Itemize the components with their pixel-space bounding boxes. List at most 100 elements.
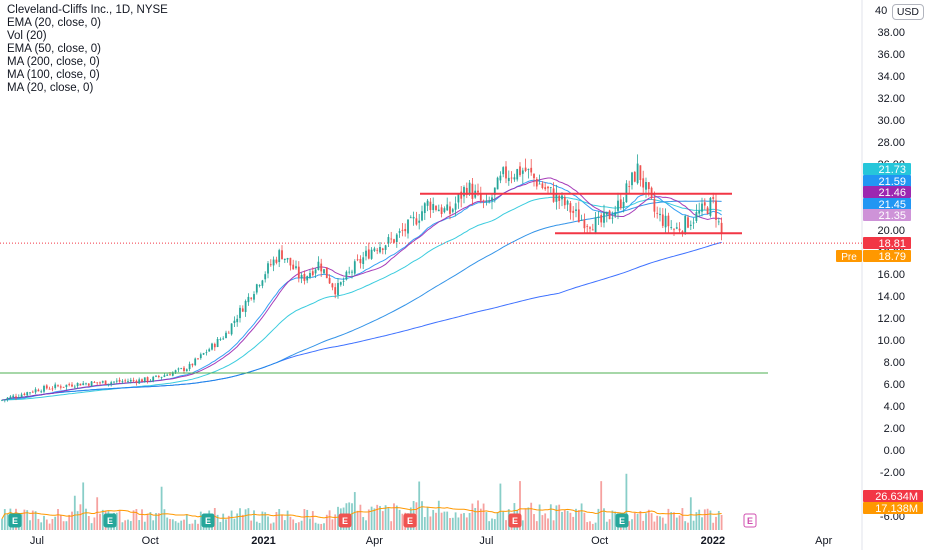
- volume-bar: [530, 502, 533, 530]
- candle-body: [379, 246, 381, 253]
- candle-body: [409, 217, 412, 219]
- candle-body: [656, 212, 659, 214]
- volume-bar: [471, 503, 474, 530]
- candle-body: [502, 167, 505, 175]
- candle-body: [239, 307, 241, 319]
- volume-bar: [591, 523, 594, 530]
- candle-body: [617, 200, 619, 211]
- candle-body: [208, 349, 211, 352]
- volume-bar: [362, 517, 365, 530]
- volume-bar: [317, 523, 320, 530]
- candle-body: [418, 220, 421, 223]
- candle-body: [429, 201, 432, 211]
- volume-bar: [127, 519, 129, 530]
- indicator-ma100[interactable]: MA (100, close, 0): [7, 69, 100, 81]
- candle-body: [244, 301, 247, 313]
- candle-body: [681, 231, 684, 233]
- candle-body: [673, 229, 675, 231]
- candle-body: [577, 209, 580, 223]
- candle-body: [110, 382, 113, 385]
- candle-body: [216, 339, 219, 347]
- candle-body: [255, 284, 258, 293]
- candle-body: [549, 187, 552, 188]
- volume-bar: [258, 522, 261, 530]
- indicator-ema20[interactable]: EMA (20, close, 0): [7, 17, 101, 29]
- candle-body: [278, 250, 281, 263]
- earnings-marker: E: [338, 513, 352, 528]
- candle-body: [647, 182, 650, 190]
- volume-bar: [311, 511, 314, 530]
- volume-bar: [121, 522, 124, 530]
- volume-bar: [219, 521, 222, 530]
- candle-body: [23, 393, 26, 396]
- volume-bar: [493, 519, 496, 530]
- volume-bar: [421, 501, 423, 530]
- volume-bar: [639, 510, 642, 530]
- earnings-marker-text: E: [107, 516, 113, 526]
- volume-bar: [547, 518, 549, 530]
- candle-body: [57, 385, 59, 387]
- candle-body: [715, 200, 717, 220]
- volume-bar: [379, 506, 381, 530]
- candle-body: [645, 182, 647, 190]
- volume-bar: [720, 514, 723, 530]
- candle-body: [169, 374, 171, 376]
- volume-label-text: 17.138M: [875, 503, 918, 515]
- volume-bar: [216, 514, 219, 530]
- candle-body: [17, 396, 20, 398]
- volume-bar: [656, 515, 659, 530]
- volume-bar: [227, 515, 230, 530]
- x-tick-label: Oct: [142, 535, 159, 547]
- indicator-vol[interactable]: Vol (20): [7, 30, 47, 42]
- indicator-ema50[interactable]: EMA (50, close, 0): [7, 43, 101, 55]
- candle-body: [661, 214, 664, 226]
- candle-body: [709, 197, 712, 216]
- candle-body: [132, 380, 135, 381]
- volume-bar: [99, 513, 101, 530]
- candle-body: [157, 376, 160, 377]
- volume-bar: [26, 510, 29, 530]
- candle-body: [43, 385, 45, 392]
- candle-body: [706, 207, 709, 214]
- candle-body: [684, 215, 687, 234]
- earnings-marker-text: E: [619, 516, 625, 526]
- x-tick-label: 2021: [251, 535, 275, 547]
- price-label-box: [863, 175, 911, 187]
- indicator-ma20[interactable]: MA (20, close, 0): [7, 82, 94, 94]
- candle-body: [451, 209, 454, 212]
- volume-bar: [169, 519, 171, 530]
- indicator-ma200[interactable]: MA (200, close, 0): [7, 56, 100, 68]
- volume-bar: [141, 509, 143, 530]
- candle-body: [653, 198, 656, 212]
- volume-bar: [57, 509, 59, 530]
- volume-bar: [286, 510, 289, 530]
- y-tick-label: 34.00: [877, 71, 905, 83]
- candle-body: [365, 250, 367, 257]
- volume-bar: [678, 515, 681, 530]
- candle-body: [423, 203, 426, 213]
- candle-body: [253, 294, 255, 300]
- volume-bar: [152, 520, 155, 530]
- candle-body: [295, 266, 297, 269]
- candle-body: [600, 214, 603, 223]
- candle-body: [390, 238, 393, 240]
- candle-body: [566, 200, 569, 205]
- candle-body: [34, 389, 37, 393]
- volume-bar: [521, 520, 524, 530]
- candle-body: [101, 381, 104, 383]
- candle-body: [6, 397, 9, 400]
- candle-body: [82, 383, 85, 385]
- candle-body: [306, 276, 309, 281]
- candle-body: [435, 205, 437, 210]
- candle-body: [337, 283, 339, 295]
- candle-body: [636, 163, 639, 184]
- volume-bar: [468, 513, 471, 530]
- volume-bar: [653, 521, 656, 530]
- candle-body: [622, 201, 625, 208]
- volume-bar: [222, 513, 225, 530]
- volume-bar: [146, 513, 149, 530]
- candle-body: [325, 267, 328, 279]
- candle-body: [519, 166, 521, 176]
- currency-button[interactable]: USD: [891, 4, 924, 20]
